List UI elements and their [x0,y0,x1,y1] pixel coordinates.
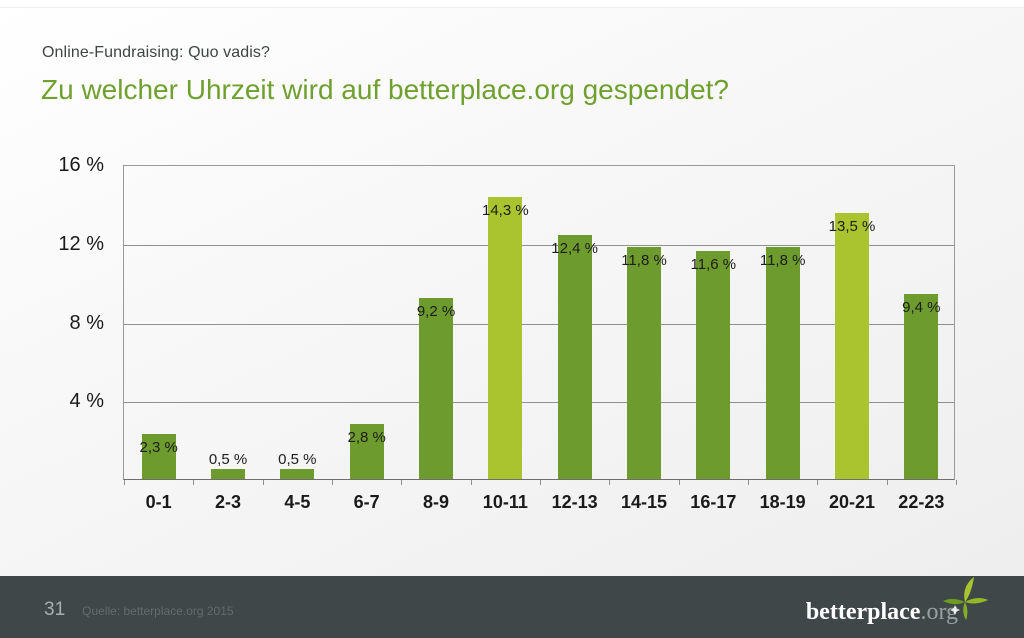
sparkle-icon [950,605,960,615]
y-axis-label: 12 % [58,232,104,255]
x-axis-label: 12-13 [551,492,598,512]
bar-value-label: 14,3 % [481,202,529,220]
bar [419,297,453,479]
bar-value-label: 0,5 % [278,451,317,469]
x-axis-label: 2-3 [214,492,242,512]
footer-bar: 31 Quelle: betterplace.org 2015 [0,576,1024,638]
x-axis-label: 16-17 [690,492,737,512]
plot-area: 2,3 % 0-1 0,5 % 2-3 0,5 % 4-5 2,8 % 6-7 9,2 % 8-9… [123,165,957,512]
bar-value-label: 12,4 % [551,239,599,257]
axis-tick [748,480,749,485]
x-axis-label: 8-9 [422,492,450,512]
x-axis-label: 18-19 [759,492,806,512]
axis-tick [470,480,472,485]
axis-tick [262,480,264,485]
x-axis-label: 14-15 [620,492,668,512]
x-axis-label: 22-23 [898,492,945,512]
axis-tick [193,480,195,485]
footer-left: 31 Quelle: betterplace.org 2015 [44,576,234,638]
logo-star-icon [943,577,988,620]
x-axis-label: 20-21 [828,492,876,512]
axis-tick [956,480,957,485]
top-strip [0,0,1024,8]
bar-value-label: 2,8 % [347,428,386,446]
page-number: 31 [44,599,66,620]
bar [627,246,661,479]
axis-tick [124,480,125,485]
axis-tick [817,480,819,485]
bar-value-label: 9,2 % [416,302,456,320]
y-axis-label: 8 % [69,311,104,334]
bar [280,469,315,479]
y-axis-label: 16 % [58,154,104,176]
axis-tick [609,480,611,485]
bar [904,293,939,479]
x-axis-label: 0-1 [145,492,172,512]
y-axis-label: 4 % [69,390,104,413]
bar [349,423,384,479]
page-title: Zu welcher Uhrzeit wird auf betterplace.… [41,74,729,105]
bar [696,250,731,479]
x-axis-label: 10-11 [482,492,528,512]
bar-value-label: 11,6 % [690,255,737,273]
gridline [124,323,954,325]
axis-tick [332,480,333,485]
bar-value-label: 2,3 % [139,438,178,456]
x-axis-label: 4-5 [284,492,311,512]
axis-tick [540,480,541,485]
axis-tick [401,480,403,485]
bar-value-label: 9,4 % [902,298,941,316]
bar [765,246,800,479]
bar [211,469,245,479]
bar [835,213,869,479]
betterplace-logo: betterplace.org [806,599,958,626]
logo-name: betterplace [805,599,921,625]
bar [141,433,176,479]
x-axis-label: 6-7 [353,492,380,512]
gridline [124,402,954,404]
bar-value-label: 13,5 % [828,218,876,236]
axis-tick [678,480,680,485]
bar-value-label: 0,5 % [208,451,248,469]
bar [557,234,592,479]
y-axis: 16 % 12 % 8 % 4 % [0,154,104,480]
axis-tick [886,480,888,485]
gridline [124,244,954,246]
slide-subtitle: Online-Fundraising: Quo vadis? [42,44,271,61]
bar-value-label: 11,8 % [621,251,667,269]
source-note: Quelle: betterplace.org 2015 [82,604,234,618]
bar-value-label: 11,8 % [759,251,806,269]
bar [488,197,523,479]
